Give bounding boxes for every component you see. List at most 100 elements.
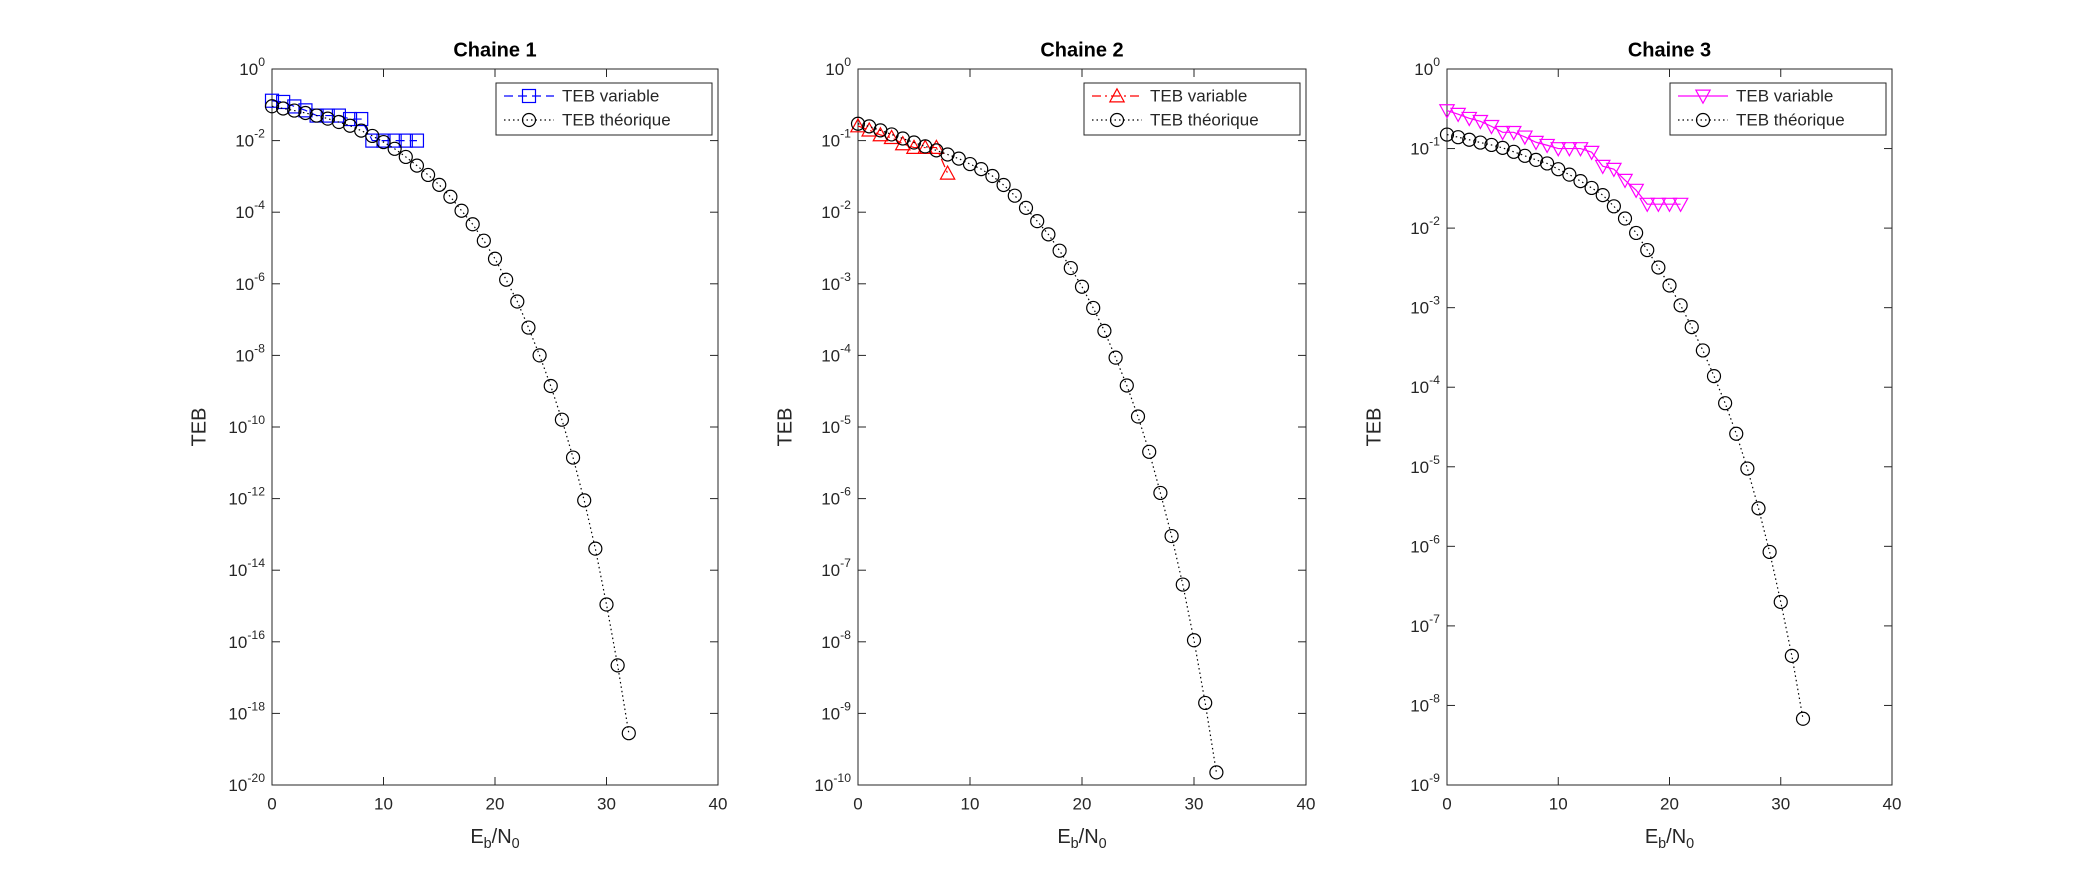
marker-circle (974, 161, 989, 177)
marker-circle (521, 112, 537, 128)
chart-title: Chaine 2 (1040, 39, 1123, 61)
y-tick-label: 10-6 (235, 270, 265, 294)
marker-circle (1041, 227, 1056, 242)
y-tick-label: 10-4 (235, 198, 265, 222)
marker-circle (276, 101, 291, 116)
marker-circle (1640, 242, 1655, 258)
marker-circle (1729, 426, 1744, 441)
marker-circle (320, 111, 335, 126)
y-tick-label: 10-2 (821, 198, 851, 222)
y-tick-label: 10-6 (821, 485, 851, 509)
legend-label: TEB variable (1736, 86, 1833, 105)
y-tick-label: 10-2 (1410, 214, 1440, 238)
marker-circle (1052, 243, 1067, 258)
x-axis-label: Eb/N0 (470, 826, 519, 852)
marker-circle (1030, 214, 1045, 229)
chart-title: Chaine 3 (1628, 39, 1711, 61)
x-tick-label: 10 (374, 794, 393, 813)
legend-label: TEB variable (562, 86, 659, 105)
marker-square (387, 133, 402, 148)
x-tick-label: 40 (1883, 794, 1902, 813)
marker-triangle-down (1494, 125, 1511, 141)
marker-circle (454, 203, 469, 218)
marker-triangle-down (1461, 111, 1478, 127)
marker-square (342, 111, 358, 127)
marker-triangle-up (849, 117, 867, 133)
marker-circle (1740, 461, 1755, 476)
marker-triangle-down (1661, 197, 1678, 213)
y-tick-label: 10-8 (235, 342, 265, 366)
marker-triangle-down (1505, 125, 1522, 141)
plot-area (271, 68, 719, 786)
marker-triangle-down (1483, 119, 1500, 135)
marker-circle (499, 272, 514, 287)
plot-area (1446, 68, 1893, 786)
y-tick-label: 10-16 (228, 628, 265, 652)
marker-circle (365, 128, 380, 144)
y-tick-label: 10-3 (1410, 294, 1440, 318)
x-tick-label: 0 (853, 794, 862, 813)
y-tick-label: 10-9 (1410, 771, 1440, 795)
marker-triangle-up (939, 164, 956, 180)
marker-triangle-down (1672, 197, 1689, 213)
marker-square (521, 88, 537, 104)
y-tick-label: 10-8 (1410, 692, 1440, 716)
legend-label: TEB théorique (562, 110, 671, 129)
marker-circle (850, 116, 866, 131)
y-axis-label: TEB (1363, 408, 1385, 447)
marker-square (354, 111, 369, 127)
marker-circle (554, 412, 570, 427)
x-tick-label: 0 (1442, 794, 1451, 813)
marker-circle (1662, 278, 1677, 293)
y-tick-label: 10-7 (1410, 612, 1440, 636)
marker-circle (621, 726, 636, 741)
marker-square (409, 133, 425, 148)
marker-triangle-down (1516, 130, 1534, 146)
marker-circle (985, 168, 1000, 184)
marker-circle (543, 378, 558, 394)
marker-circle (1063, 260, 1078, 276)
legend-label: TEB théorique (1150, 110, 1259, 129)
marker-circle (398, 149, 413, 165)
marker-circle (1086, 300, 1101, 316)
plot-area (857, 68, 1307, 786)
marker-triangle-down (1449, 107, 1467, 123)
x-tick-label: 40 (1297, 794, 1316, 813)
marker-triangle-down (1561, 142, 1578, 157)
marker-circle (1629, 225, 1644, 241)
marker-circle (1007, 188, 1022, 203)
y-tick-label: 10-4 (821, 342, 851, 366)
marker-circle (1795, 711, 1811, 726)
marker-circle (387, 141, 402, 156)
x-tick-label: 40 (709, 794, 728, 813)
y-tick-label: 10-14 (228, 556, 265, 580)
chart-title: Chaine 1 (453, 39, 536, 61)
x-tick-label: 10 (1549, 794, 1568, 813)
marker-circle (465, 217, 480, 232)
marker-circle (1773, 594, 1788, 610)
marker-circle (1175, 577, 1190, 592)
marker-circle (1551, 162, 1566, 177)
marker-triangle-down (1472, 114, 1489, 130)
marker-triangle-down (1438, 104, 1456, 119)
y-tick-label: 10-6 (1410, 533, 1440, 557)
marker-circle (1651, 260, 1666, 275)
y-tick-label: 10-1 (821, 127, 851, 151)
marker-circle (287, 103, 302, 118)
marker-circle (1673, 298, 1688, 313)
x-tick-label: 0 (267, 794, 276, 813)
y-tick-label: 10-7 (821, 556, 851, 580)
y-tick-label: 100 (1414, 55, 1440, 79)
marker-circle (1540, 156, 1555, 171)
y-tick-label: 10-4 (1410, 373, 1440, 397)
marker-circle (1584, 180, 1599, 196)
marker-circle (421, 167, 436, 183)
x-tick-label: 30 (597, 794, 616, 813)
marker-circle (599, 597, 614, 612)
marker-circle (1528, 152, 1544, 168)
marker-circle (1142, 444, 1157, 459)
x-axis-label: Eb/N0 (1057, 826, 1106, 852)
marker-triangle-up (1108, 87, 1126, 103)
marker-circle (521, 320, 536, 335)
